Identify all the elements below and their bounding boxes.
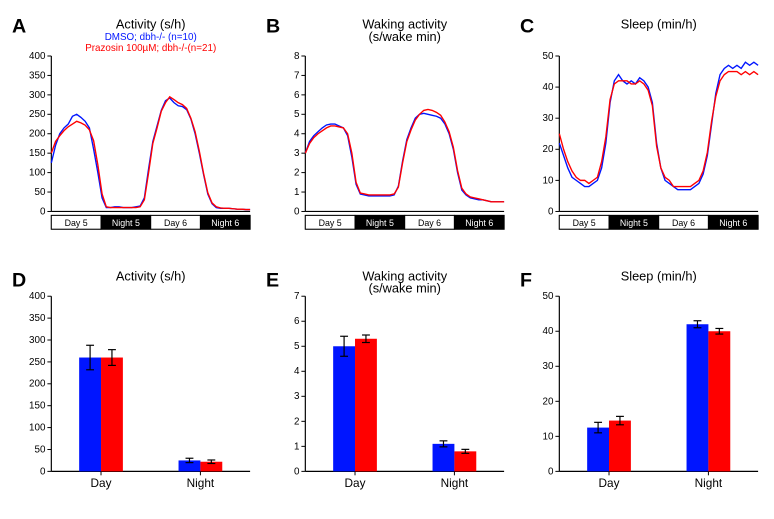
svg-text:Day: Day xyxy=(599,476,620,490)
svg-text:30: 30 xyxy=(542,113,553,124)
svg-text:300: 300 xyxy=(29,334,46,345)
svg-text:350: 350 xyxy=(29,313,46,324)
svg-text:Night: Night xyxy=(187,476,215,490)
svg-text:50: 50 xyxy=(542,51,553,62)
svg-text:300: 300 xyxy=(29,90,46,101)
svg-text:0: 0 xyxy=(40,206,46,217)
svg-text:Day 6: Day 6 xyxy=(672,218,695,228)
svg-text:3: 3 xyxy=(294,391,300,402)
svg-text:5: 5 xyxy=(294,109,300,120)
panel-C: C Sleep (min/h) 0 10 20 30 40 50 Day 5 Night 5 Day… xyxy=(518,10,764,256)
svg-text:1: 1 xyxy=(294,441,299,452)
svg-text:200: 200 xyxy=(29,378,46,389)
svg-text:Activity (s/h): Activity (s/h) xyxy=(116,16,186,31)
svg-text:Day 6: Day 6 xyxy=(164,218,187,228)
panel-B-svg: BWaking activity(s/wake min)012345678Day… xyxy=(264,10,510,256)
svg-text:Night 6: Night 6 xyxy=(211,218,239,228)
svg-text:D: D xyxy=(12,269,26,291)
svg-text:100: 100 xyxy=(29,422,46,433)
svg-text:DMSO; dbh-/- (n=10): DMSO; dbh-/- (n=10) xyxy=(105,32,197,43)
svg-text:250: 250 xyxy=(29,109,46,120)
svg-text:50: 50 xyxy=(34,187,45,198)
panel-D-svg: D Activity (s/h) 0 50 100 150 200 250 300 350 400 D… xyxy=(10,264,256,510)
svg-text:A: A xyxy=(12,15,26,37)
svg-text:7: 7 xyxy=(294,291,299,302)
svg-text:Day 6: Day 6 xyxy=(418,218,441,228)
svg-text:0: 0 xyxy=(40,466,46,477)
svg-text:3: 3 xyxy=(294,148,300,159)
svg-text:50: 50 xyxy=(542,291,553,302)
svg-text:Night: Night xyxy=(695,476,723,490)
svg-text:Night 5: Night 5 xyxy=(112,218,140,228)
svg-text:Day: Day xyxy=(345,476,366,490)
svg-text:(s/wake min): (s/wake min) xyxy=(368,280,440,295)
svg-text:0: 0 xyxy=(548,206,554,217)
panel-C-svg: C Sleep (min/h) 0 10 20 30 40 50 Day 5 Night 5 Day… xyxy=(518,10,764,256)
svg-text:F: F xyxy=(520,269,532,291)
svg-text:0: 0 xyxy=(294,466,300,477)
figure-grid: AActivity (s/h)DMSO; dbh-/- (n=10)Prazos… xyxy=(10,10,764,509)
svg-text:40: 40 xyxy=(542,82,553,93)
svg-text:Prazosin 100µM; dbh-/-(n=21): Prazosin 100µM; dbh-/-(n=21) xyxy=(85,43,216,54)
svg-text:150: 150 xyxy=(29,400,46,411)
svg-text:Sleep (min/h): Sleep (min/h) xyxy=(621,16,697,31)
svg-text:B: B xyxy=(266,15,280,37)
svg-text:50: 50 xyxy=(34,444,45,455)
panel-A: A Activity (s/h)DMSO; dbh-/- (n=10)Prazos… xyxy=(10,10,256,256)
svg-text:400: 400 xyxy=(29,291,46,302)
svg-text:Night 6: Night 6 xyxy=(719,218,747,228)
svg-text:20: 20 xyxy=(542,144,553,155)
svg-text:Day 5: Day 5 xyxy=(65,218,88,228)
svg-text:Sleep (min/h): Sleep (min/h) xyxy=(621,268,697,283)
svg-text:5: 5 xyxy=(294,341,300,352)
panel-A-svg: A Activity (s/h)DMSO; dbh-/- (n=10)Prazos… xyxy=(10,10,256,256)
svg-text:E: E xyxy=(266,269,279,291)
panel-E: EWaking activity(s/wake min)01234567DayN… xyxy=(264,264,510,510)
svg-text:150: 150 xyxy=(29,148,46,159)
svg-text:8: 8 xyxy=(294,51,300,62)
panel-F-svg: F Sleep (min/h) 0 10 20 30 40 50 Day Night xyxy=(518,264,764,510)
panel-E-svg: EWaking activity(s/wake min)01234567DayN… xyxy=(264,264,510,510)
svg-text:Night 6: Night 6 xyxy=(465,218,493,228)
svg-text:10: 10 xyxy=(542,175,553,186)
svg-text:350: 350 xyxy=(29,70,46,81)
svg-text:Day 5: Day 5 xyxy=(319,218,342,228)
svg-text:4: 4 xyxy=(294,366,300,377)
svg-text:0: 0 xyxy=(548,466,554,477)
svg-text:6: 6 xyxy=(294,90,300,101)
svg-text:40: 40 xyxy=(542,326,553,337)
panel-F: F Sleep (min/h) 0 10 20 30 40 50 Day Night xyxy=(518,264,764,510)
svg-text:(s/wake min): (s/wake min) xyxy=(368,29,440,44)
panel-B: BWaking activity(s/wake min)012345678Day… xyxy=(264,10,510,256)
svg-text:Night: Night xyxy=(441,476,469,490)
svg-text:20: 20 xyxy=(542,396,553,407)
svg-text:2: 2 xyxy=(294,416,299,427)
svg-text:Night 5: Night 5 xyxy=(366,218,394,228)
svg-text:C: C xyxy=(520,15,534,37)
svg-text:30: 30 xyxy=(542,361,553,372)
svg-text:10: 10 xyxy=(542,431,553,442)
svg-text:0: 0 xyxy=(294,206,300,217)
svg-text:6: 6 xyxy=(294,316,300,327)
svg-text:1: 1 xyxy=(294,187,299,198)
svg-text:2: 2 xyxy=(294,168,299,179)
svg-text:4: 4 xyxy=(294,129,300,140)
svg-text:Day: Day xyxy=(91,476,112,490)
svg-text:400: 400 xyxy=(29,51,46,62)
svg-text:200: 200 xyxy=(29,129,46,140)
svg-text:Night 5: Night 5 xyxy=(620,218,648,228)
svg-text:Activity (s/h): Activity (s/h) xyxy=(116,268,186,283)
svg-text:100: 100 xyxy=(29,168,46,179)
svg-text:Day 5: Day 5 xyxy=(573,218,596,228)
svg-text:7: 7 xyxy=(294,70,299,81)
panel-D: D Activity (s/h) 0 50 100 150 200 250 300 350 400 D… xyxy=(10,264,256,510)
svg-text:250: 250 xyxy=(29,356,46,367)
